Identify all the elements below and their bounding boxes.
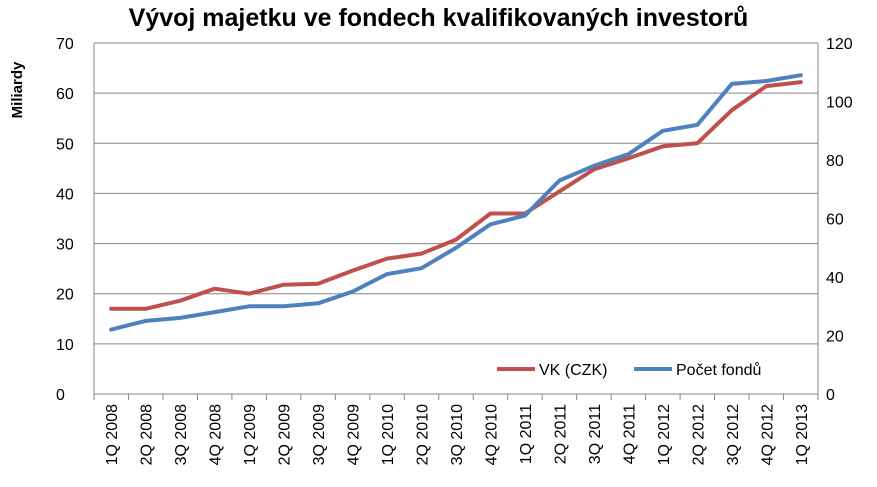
x-tick-label: 1Q 2011	[518, 404, 535, 464]
x-tick-label: 2Q 2008	[139, 404, 156, 465]
x-tick-label: 3Q 2012	[725, 404, 742, 465]
y-tick-label-left: 10	[56, 337, 74, 354]
gridlines	[94, 42, 818, 345]
x-tick-label: 3Q 2008	[173, 404, 190, 465]
y-tick-label-right: 100	[826, 95, 853, 112]
x-tick-label: 4Q 2010	[483, 404, 500, 465]
y-tick-label-right: 80	[826, 153, 844, 170]
y-tick-label-right: 20	[826, 329, 844, 346]
y-tick-label-left: 0	[56, 387, 65, 404]
x-tick-label: 1Q 2008	[104, 404, 121, 465]
x-tick-label: 2Q 2011	[552, 404, 569, 464]
y-tick-label-right: 120	[826, 36, 853, 53]
y-tick-label-left: 40	[56, 186, 74, 203]
axes: 0 10 20 30 40 50 60 70 0 20 40 60 80 100 120 1Q 2008 2Q …	[56, 36, 853, 465]
x-tick-label: 4Q 2009	[346, 404, 363, 465]
legend-label: VK (CZK)	[539, 362, 607, 379]
y-tick-label-left: 70	[56, 36, 74, 53]
x-tick-label: 2Q 2009	[277, 404, 294, 465]
series-line-vk	[109, 80, 803, 311]
x-tick-label: 3Q 2009	[311, 404, 328, 465]
y-tick-label-right: 60	[826, 212, 844, 229]
x-tick-label: 1Q 2013	[794, 404, 811, 465]
y-tick-label-left: 50	[56, 136, 74, 153]
y-tick-label-right: 0	[826, 387, 835, 404]
series-line-pocet-fondu	[109, 73, 803, 332]
x-tick-label: 4Q 2012	[759, 404, 776, 465]
x-tick-label: 2Q 2010	[415, 404, 432, 465]
series-lines	[109, 73, 803, 332]
legend-label: Počet fondů	[676, 361, 761, 379]
legend: VK (CZK) Počet fondů	[497, 361, 761, 379]
chart-title: Vývoj majetku ve fondech kvalifikovaných…	[128, 4, 749, 32]
x-tick-label: 1Q 2009	[242, 404, 259, 465]
x-tick-label: 4Q 2008	[208, 404, 225, 465]
x-tick-label: 2Q 2012	[690, 404, 707, 465]
y-axis-title: Miliardy	[9, 61, 26, 118]
x-tick-label: 3Q 2010	[449, 404, 466, 465]
x-tick-label: 4Q 2011	[621, 404, 638, 464]
y-tick-label-left: 60	[56, 86, 74, 103]
y-tick-label-right: 40	[826, 270, 844, 287]
y-tick-label-left: 20	[56, 287, 74, 304]
x-tick-label: 3Q 2011	[587, 404, 604, 464]
y-tick-label-left: 30	[56, 237, 74, 254]
x-tick-label: 1Q 2012	[656, 404, 673, 465]
x-tick-label: 1Q 2010	[380, 404, 397, 465]
